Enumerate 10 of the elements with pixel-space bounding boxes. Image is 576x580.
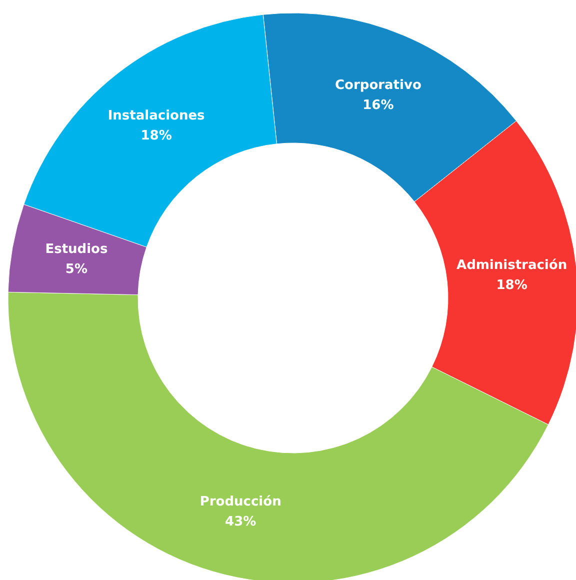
data-label: 18% [496,278,528,293]
data-label: 5% [65,262,88,278]
data-label: 16% [362,98,394,114]
slice-label: Administración [456,258,568,273]
slice-label: Producción [200,494,282,510]
data-label: 18% [140,128,172,144]
data-label: 43% [225,514,256,530]
slice-label: Estudios [45,242,108,258]
slice-label: Instalaciones [108,108,206,124]
slice-label: Corporativo [335,78,422,94]
